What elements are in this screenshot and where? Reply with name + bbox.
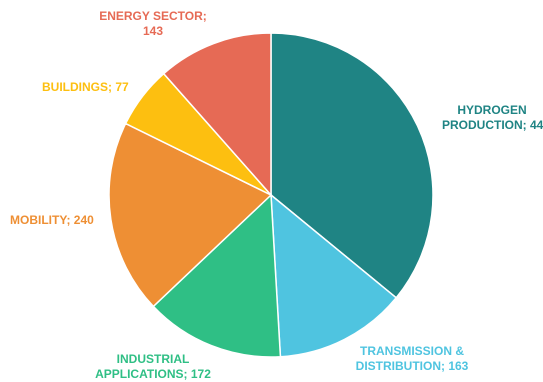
- label-line: BUILDINGS; 77: [42, 80, 129, 94]
- label-line: ENERGY SECTOR;: [99, 9, 207, 23]
- label-hydrogen-production: HYDROGEN PRODUCTION; 446: [442, 103, 543, 133]
- label-line: APPLICATIONS; 172: [95, 367, 211, 381]
- label-industrial-applications: INDUSTRIAL APPLICATIONS; 172: [93, 352, 213, 382]
- label-buildings: BUILDINGS; 77: [42, 80, 129, 95]
- label-line: INDUSTRIAL: [116, 352, 190, 366]
- label-line: 143: [142, 24, 164, 38]
- pie-slice-energy-sector: [162, 32, 272, 197]
- label-transmission-distribution: TRANSMISSION & DISTRIBUTION; 163: [352, 344, 472, 374]
- pie-slice-hydrogen-production: [270, 32, 434, 299]
- label-mobility: MOBILITY; 240: [10, 213, 94, 228]
- pie-slice-transmission-distribution: [270, 193, 398, 358]
- label-line: TRANSMISSION &: [359, 344, 464, 358]
- pie-slice-mobility: [108, 122, 273, 308]
- label-line: HYDROGEN: [457, 103, 527, 117]
- label-line: DISTRIBUTION; 163: [355, 359, 469, 373]
- label-line: PRODUCTION; 446: [442, 118, 543, 132]
- label-line: MOBILITY; 240: [10, 213, 94, 227]
- label-energy-sector: ENERGY SECTOR; 143: [88, 9, 218, 39]
- pie-slice-industrial-applications: [152, 193, 282, 358]
